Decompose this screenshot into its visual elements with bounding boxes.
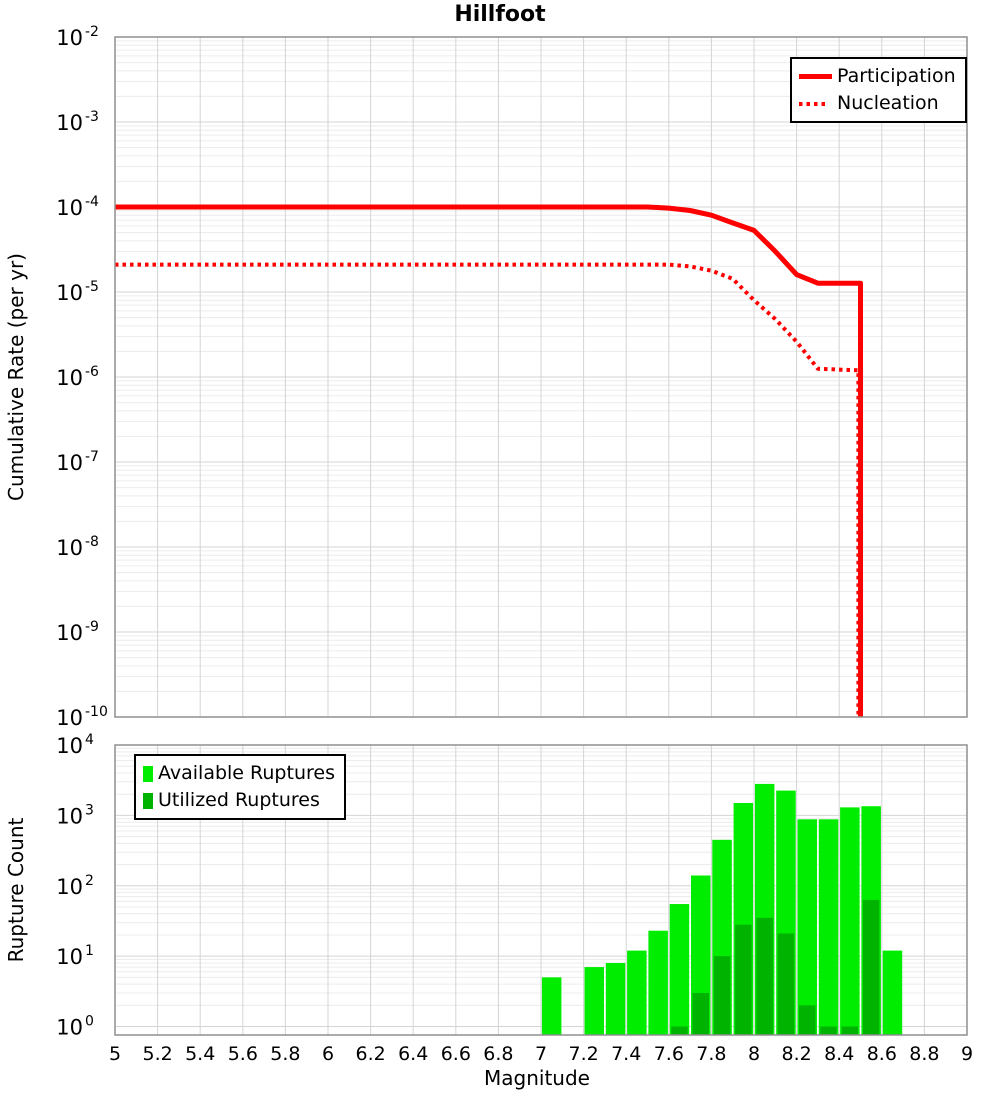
x-tick-label: 7.2 [568, 1043, 598, 1065]
legend-item-participation: Participation [799, 63, 956, 90]
cumulative-rate-panel: 10-2 10-3 10-4 10-5 10-6 10-7 10-8 10-9 10-10 [56, 24, 968, 730]
available-ruptures-bar [627, 950, 647, 1035]
x-tick-label: 6.8 [483, 1043, 513, 1065]
x-tick-label: 8.2 [781, 1043, 811, 1065]
participation-line-swatch-icon [799, 74, 832, 79]
available-ruptures-bar [605, 962, 626, 1035]
available-ruptures-swatch-icon [143, 765, 153, 782]
count-legend: Available Ruptures Utilized Ruptures [134, 754, 346, 820]
cumulative-rate-border [114, 36, 968, 718]
utilized-ruptures-swatch-icon [143, 792, 153, 809]
rate-y-axis-title: Cumulative Rate (per yr) [4, 253, 28, 501]
y-tick-label: 10 -3 [56, 109, 99, 135]
x-tick-label: 5.4 [185, 1043, 215, 1065]
utilized-ruptures-bar [862, 899, 880, 1035]
available-ruptures-bar [818, 819, 839, 1035]
rate-legend: Participation Nucleation [790, 57, 967, 123]
utilized-ruptures-bar [799, 1005, 816, 1035]
available-ruptures-bar [797, 819, 817, 1035]
y-tick-label: 10 -6 [56, 364, 99, 390]
x-axis-title: Magnitude [484, 1066, 590, 1090]
legend-item-available: Available Ruptures [143, 760, 335, 787]
x-tick-label: 8.6 [867, 1043, 897, 1065]
utilized-ruptures-bar [735, 924, 752, 1035]
x-tick-label: 6.6 [441, 1043, 471, 1065]
y-tick-label: 10 2 [56, 873, 94, 899]
cumulative-rate-y-tick-labels: 10-2 10-3 10-4 10-5 10-6 10-7 10-8 10-9 10-10 [56, 24, 108, 730]
available-ruptures-bar [882, 950, 903, 1035]
x-tick-label: 7 [535, 1043, 547, 1065]
utilized-ruptures-bar [692, 992, 709, 1035]
y-tick-label: 10 -9 [56, 619, 99, 645]
cumulative-rate-content [115, 204, 863, 717]
rupture-count-content [541, 783, 903, 1035]
x-tick-label: 5.6 [228, 1043, 258, 1065]
x-tick-label: 8.4 [824, 1043, 854, 1065]
y-tick-label: 10 -4 [56, 194, 99, 220]
legend-item-utilized: Utilized Ruptures [143, 787, 335, 814]
legend-item-nucleation: Nucleation [799, 90, 956, 117]
x-tick-label: 8.8 [909, 1043, 939, 1065]
y-tick-label: 10 -7 [56, 449, 99, 475]
nucleation-line-swatch-icon [799, 101, 829, 106]
utilized-ruptures-bar [820, 1026, 837, 1035]
y-tick-label: 10 -10 [56, 704, 108, 730]
x-tick-label: 7.4 [611, 1043, 641, 1065]
x-tick-label: 6.4 [398, 1043, 428, 1065]
utilized-ruptures-bar [713, 956, 731, 1035]
available-ruptures-bar [840, 807, 860, 1035]
utilized-ruptures-bar [671, 1026, 688, 1035]
available-ruptures-bar [669, 904, 690, 1035]
nucleation-legend-label: Nucleation [837, 92, 939, 114]
x-tick-label: 8 [748, 1043, 760, 1065]
available-legend-label: Available Ruptures [158, 762, 335, 784]
x-tick-label: 6.2 [355, 1043, 385, 1065]
utilized-ruptures-bar [777, 933, 795, 1035]
y-tick-label: 10 -5 [56, 279, 99, 305]
x-tick-labels: 5 5.2 5.4 5.6 5.8 6 6.2 6.4 6.6 6.8 7 7.2 7.4 7.6 7.8 8… [109, 1043, 973, 1065]
y-tick-label: 10 3 [56, 802, 94, 828]
y-tick-label: 10 4 [56, 732, 94, 758]
chart-title: Hillfoot [454, 2, 546, 27]
x-tick-label: 5.8 [270, 1043, 300, 1065]
available-ruptures-bar [648, 930, 668, 1035]
rupture-count-border [114, 744, 968, 1036]
y-tick-label: 10 0 [56, 1014, 94, 1040]
x-tick-label: 7.8 [696, 1043, 726, 1065]
y-tick-label: 10 -8 [56, 534, 99, 560]
utilized-ruptures-bar [756, 917, 773, 1035]
x-tick-label: 9 [961, 1043, 973, 1065]
x-tick-label: 6 [322, 1043, 334, 1065]
available-ruptures-bar [584, 967, 604, 1035]
y-tick-label: 10 1 [56, 943, 94, 969]
participation-legend-label: Participation [837, 65, 956, 87]
available-ruptures-bar [541, 977, 562, 1035]
cumulative-rate-grid [114, 36, 968, 718]
x-tick-label: 5.2 [142, 1043, 172, 1065]
x-tick-label: 5 [109, 1043, 121, 1065]
y-tick-label: 10 -2 [56, 24, 99, 50]
utilized-ruptures-bar [841, 1026, 859, 1035]
x-tick-label: 7.6 [654, 1043, 684, 1065]
count-y-axis-title: Rupture Count [4, 817, 28, 963]
utilized-legend-label: Utilized Ruptures [158, 789, 320, 811]
participation-line [115, 204, 863, 717]
